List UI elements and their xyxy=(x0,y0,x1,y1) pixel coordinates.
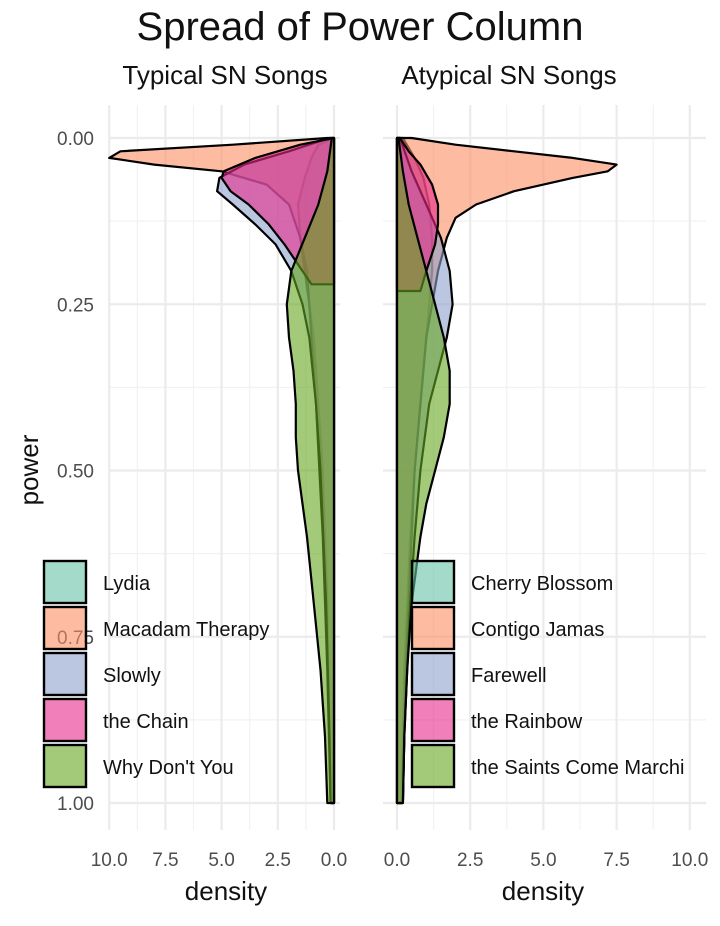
x-tick-label: 0.0 xyxy=(384,850,410,871)
legend-key xyxy=(42,559,88,605)
x-axis-title-right: density xyxy=(502,876,584,906)
y-tick-label: 0.00 xyxy=(57,129,94,150)
y-tick-label: 0.50 xyxy=(57,462,94,483)
legend-key xyxy=(410,743,456,789)
legend-label: the Rainbow xyxy=(471,711,583,733)
plot-panels xyxy=(108,105,706,830)
violin-why-don-t-you xyxy=(285,136,336,805)
legend-label: Farewell xyxy=(471,665,547,687)
legend-label: Why Don't You xyxy=(103,757,234,779)
panel-typical xyxy=(108,105,340,830)
legend-label: Macadam Therapy xyxy=(103,619,269,641)
legend-label: the Chain xyxy=(103,711,189,733)
legend-key xyxy=(42,697,88,743)
legend-key xyxy=(42,605,88,651)
legend-atypical: Cherry Blossom Contigo Jamas Farewell the R… xyxy=(410,559,684,789)
legend-key xyxy=(42,651,88,697)
legend-label: Contigo Jamas xyxy=(471,619,604,641)
legend-key xyxy=(410,605,456,651)
x-tick-label: 7.5 xyxy=(603,850,629,871)
legend-label: Slowly xyxy=(103,665,161,687)
x-tick-label: 10.0 xyxy=(91,850,128,871)
x-tick-label: 2.5 xyxy=(265,850,291,871)
facet-label-atypical: Atypical SN Songs xyxy=(401,60,616,90)
x-tick-label: 5.0 xyxy=(208,850,234,871)
legend-key xyxy=(410,559,456,605)
x-tick-label: 10.0 xyxy=(671,850,708,871)
legend-typical: Lydia Macadam Therapy Slowly the Chain Why D… xyxy=(42,559,269,789)
legend-key xyxy=(410,697,456,743)
legend-label: the Saints Come Marchi xyxy=(471,757,684,779)
x-axis-ticks: 10.0 7.5 5.0 2.5 0.0 0.0 2.5 5.0 7.5 10.0 xyxy=(91,850,709,871)
y-tick-label: 1.00 xyxy=(57,794,94,815)
legend-label: Lydia xyxy=(103,573,151,595)
legend-label: Cherry Blossom xyxy=(471,573,613,595)
x-tick-label: 7.5 xyxy=(152,850,178,871)
y-tick-label: 0.25 xyxy=(57,295,94,316)
facet-label-typical: Typical SN Songs xyxy=(122,60,327,90)
chart-title: Spread of Power Column xyxy=(137,5,584,49)
y-axis-title: power xyxy=(14,434,44,505)
x-tick-label: 5.0 xyxy=(530,850,556,871)
x-tick-label: 2.5 xyxy=(457,850,483,871)
legend-key xyxy=(410,651,456,697)
violin-the-saints-come-marchi xyxy=(395,136,451,805)
x-tick-label: 0.0 xyxy=(321,850,347,871)
legend-key xyxy=(42,743,88,789)
x-axis-title-left: density xyxy=(185,876,267,906)
legends: Lydia Macadam Therapy Slowly the Chain Why D… xyxy=(42,559,684,789)
